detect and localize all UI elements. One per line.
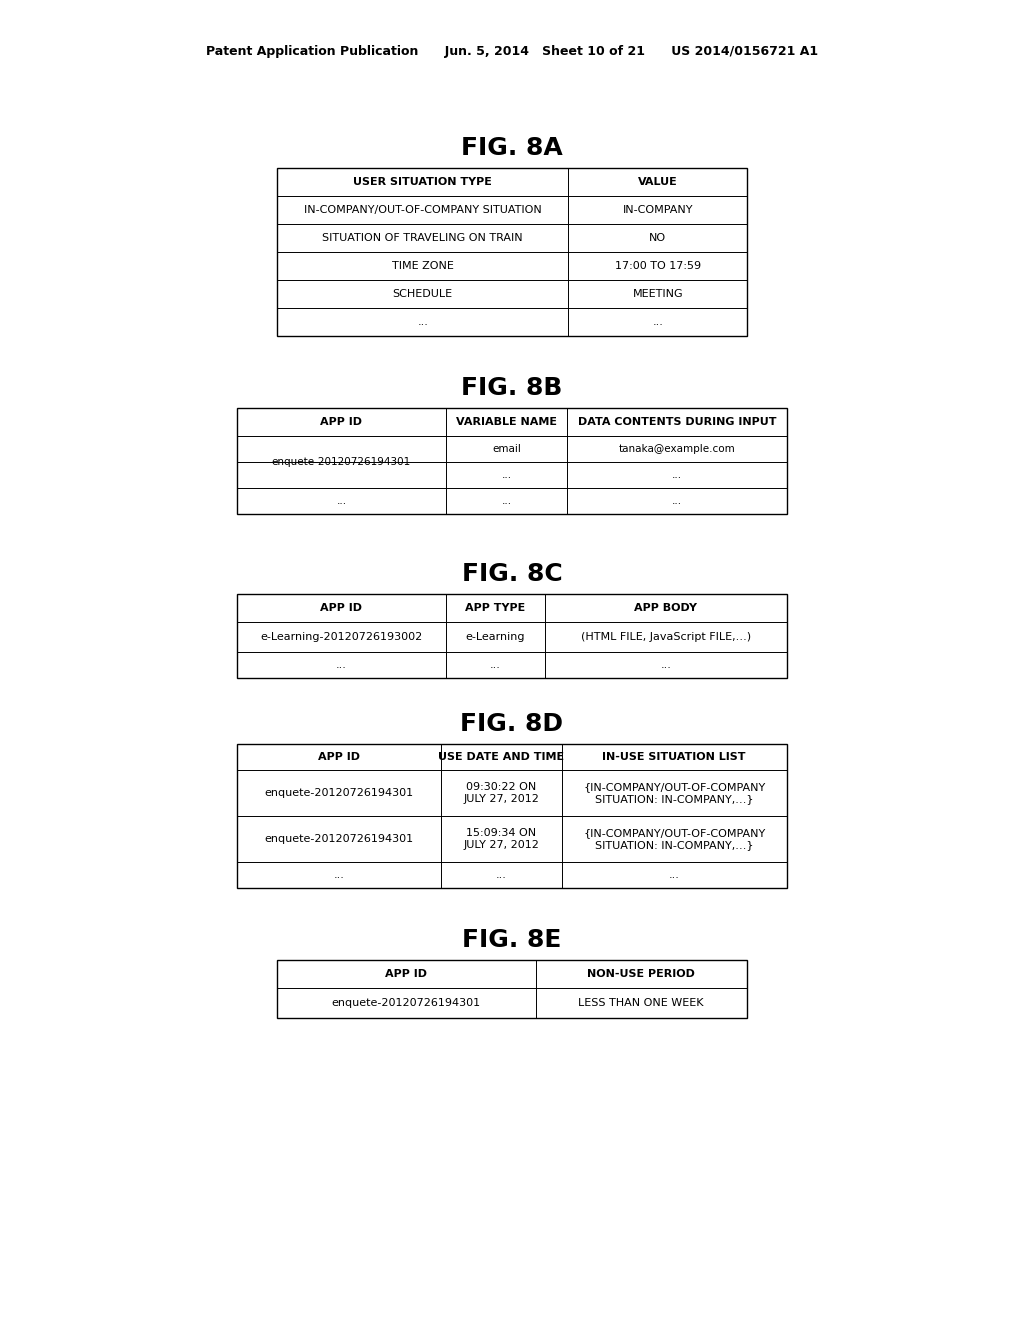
Text: 17:00 TO 17:59: 17:00 TO 17:59 (614, 261, 700, 271)
Text: enquete-20120726194301: enquete-20120726194301 (264, 834, 414, 843)
Text: (HTML FILE, JavaScript FILE,…): (HTML FILE, JavaScript FILE,…) (581, 632, 751, 642)
Text: SCHEDULE: SCHEDULE (392, 289, 453, 300)
Text: e-Learning-20120726193002: e-Learning-20120726193002 (260, 632, 423, 642)
Text: ...: ... (334, 870, 344, 880)
Text: ...: ... (672, 496, 682, 506)
Text: 15:09:34 ON
JULY 27, 2012: 15:09:34 ON JULY 27, 2012 (463, 828, 539, 850)
Text: NO: NO (649, 234, 667, 243)
Text: ...: ... (502, 496, 512, 506)
Text: USE DATE AND TIME: USE DATE AND TIME (438, 752, 564, 762)
Text: ...: ... (669, 870, 680, 880)
Text: ...: ... (336, 660, 347, 671)
Bar (278, 960, 746, 1018)
Text: APP ID: APP ID (321, 603, 362, 612)
Bar (278, 168, 746, 337)
Text: ...: ... (496, 870, 507, 880)
Text: VALUE: VALUE (638, 177, 678, 187)
Text: FIG. 8D: FIG. 8D (461, 711, 563, 737)
Text: e-Learning: e-Learning (466, 632, 525, 642)
Text: USER SITUATION TYPE: USER SITUATION TYPE (353, 177, 493, 187)
Text: 09:30:22 ON
JULY 27, 2012: 09:30:22 ON JULY 27, 2012 (463, 783, 539, 804)
Text: APP BODY: APP BODY (635, 603, 697, 612)
Text: IN-COMPANY/OUT-OF-COMPANY SITUATION: IN-COMPANY/OUT-OF-COMPANY SITUATION (304, 205, 542, 215)
Text: Patent Application Publication      Jun. 5, 2014   Sheet 10 of 21      US 2014/0: Patent Application Publication Jun. 5, 2… (206, 45, 818, 58)
Text: APP ID: APP ID (385, 969, 427, 979)
Text: FIG. 8A: FIG. 8A (461, 136, 563, 160)
Text: APP TYPE: APP TYPE (465, 603, 525, 612)
Text: tanaka@example.com: tanaka@example.com (618, 444, 735, 454)
Text: {IN-COMPANY/OUT-OF-COMPANY
SITUATION: IN-COMPANY,…}: {IN-COMPANY/OUT-OF-COMPANY SITUATION: IN… (583, 828, 765, 850)
Text: TIME ZONE: TIME ZONE (392, 261, 454, 271)
Text: SITUATION OF TRAVELING ON TRAIN: SITUATION OF TRAVELING ON TRAIN (323, 234, 523, 243)
Text: MEETING: MEETING (633, 289, 683, 300)
Text: IN-USE SITUATION LIST: IN-USE SITUATION LIST (602, 752, 746, 762)
Text: ...: ... (660, 660, 672, 671)
Text: ...: ... (417, 317, 428, 327)
Text: APP ID: APP ID (321, 417, 362, 426)
Text: enquete-20120726194301: enquete-20120726194301 (264, 788, 414, 799)
Text: ...: ... (337, 496, 346, 506)
Text: IN-COMPANY: IN-COMPANY (623, 205, 693, 215)
Text: VARIABLE NAME: VARIABLE NAME (456, 417, 557, 426)
Text: LESS THAN ONE WEEK: LESS THAN ONE WEEK (579, 998, 705, 1008)
Text: ...: ... (652, 317, 664, 327)
Text: ...: ... (490, 660, 501, 671)
Bar (237, 744, 787, 888)
Text: DATA CONTENTS DURING INPUT: DATA CONTENTS DURING INPUT (578, 417, 776, 426)
Text: FIG. 8B: FIG. 8B (462, 376, 562, 400)
Bar (237, 408, 787, 513)
Text: NON-USE PERIOD: NON-USE PERIOD (588, 969, 695, 979)
Text: email: email (493, 444, 521, 454)
Text: FIG. 8C: FIG. 8C (462, 562, 562, 586)
Text: enquete-20120726194301: enquete-20120726194301 (332, 998, 481, 1008)
Bar (237, 594, 787, 678)
Text: enquete-20120726194301: enquete-20120726194301 (272, 457, 411, 467)
Text: FIG. 8E: FIG. 8E (462, 928, 562, 952)
Text: ...: ... (502, 470, 512, 480)
Text: ...: ... (672, 470, 682, 480)
Text: APP ID: APP ID (317, 752, 359, 762)
Text: {IN-COMPANY/OUT-OF-COMPANY
SITUATION: IN-COMPANY,…}: {IN-COMPANY/OUT-OF-COMPANY SITUATION: IN… (583, 783, 765, 804)
